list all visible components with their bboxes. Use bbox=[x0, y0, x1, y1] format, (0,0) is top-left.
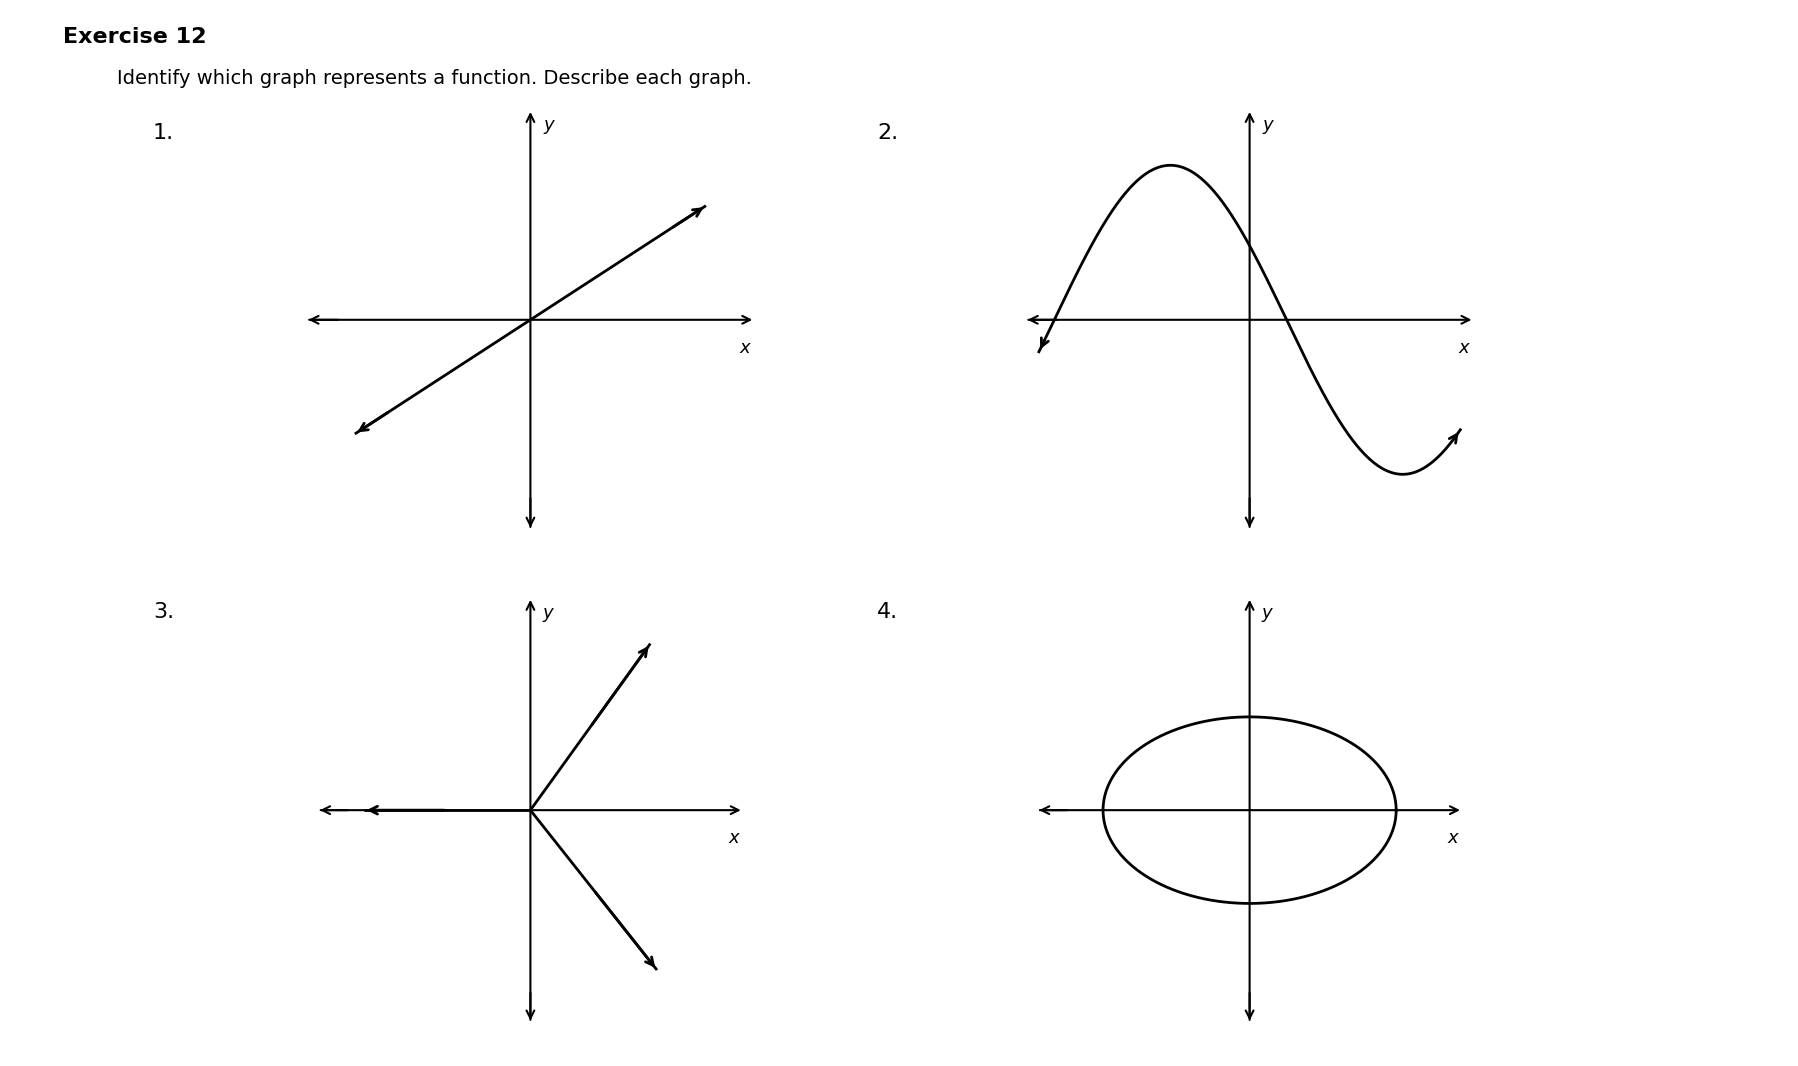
Text: 3.: 3. bbox=[153, 602, 174, 623]
Text: x: x bbox=[739, 339, 750, 357]
Text: y: y bbox=[543, 116, 554, 134]
Text: 2.: 2. bbox=[877, 123, 899, 143]
Text: x: x bbox=[728, 829, 739, 846]
Text: y: y bbox=[1262, 116, 1273, 134]
Text: y: y bbox=[543, 603, 554, 621]
Text: x: x bbox=[1447, 829, 1458, 846]
Text: 4.: 4. bbox=[877, 602, 899, 623]
Text: 1.: 1. bbox=[153, 123, 174, 143]
Text: y: y bbox=[1262, 603, 1273, 621]
Text: x: x bbox=[1458, 339, 1469, 357]
Text: Identify which graph represents a function. Describe each graph.: Identify which graph represents a functi… bbox=[117, 69, 752, 88]
Text: Exercise 12: Exercise 12 bbox=[63, 27, 207, 47]
